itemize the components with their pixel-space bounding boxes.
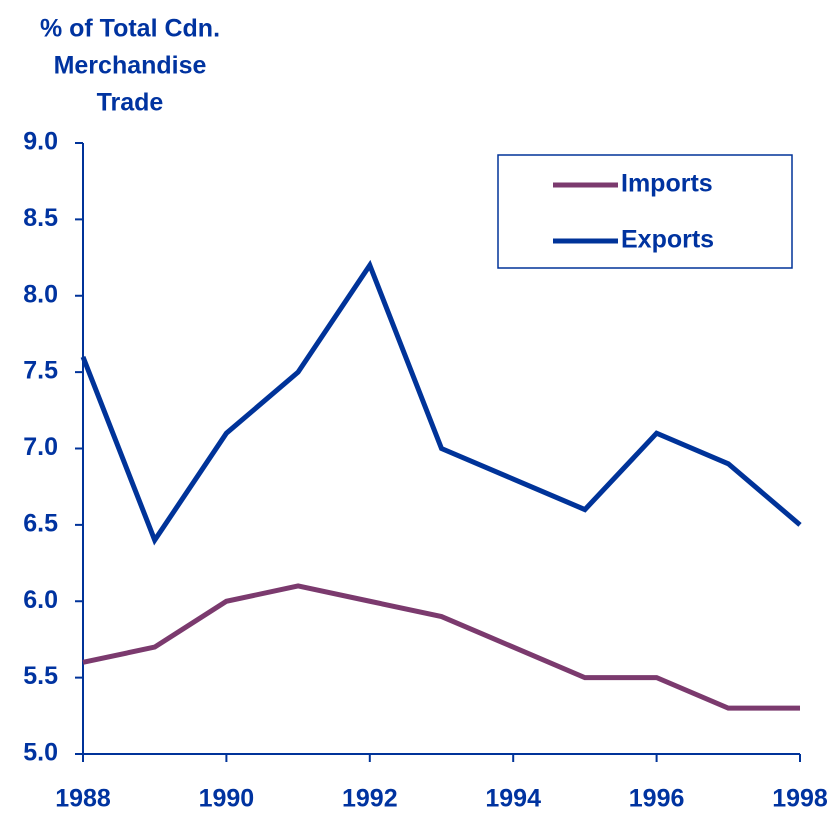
x-tick-label: 1994 <box>485 785 541 813</box>
y-tick-label: 8.5 <box>23 204 58 232</box>
y-tick-label: 6.0 <box>23 586 58 614</box>
y-tick-label: 9.0 <box>23 128 58 156</box>
y-tick-label: 8.0 <box>23 280 58 308</box>
y-axis-label: Trade <box>97 89 164 117</box>
y-axis-label: Merchandise <box>54 52 207 80</box>
x-tick-label: 1988 <box>55 785 111 813</box>
y-tick-label: 5.0 <box>23 739 58 767</box>
x-tick-label: 1990 <box>199 785 255 813</box>
y-tick-label: 7.0 <box>23 433 58 461</box>
x-tick-label: 1992 <box>342 785 398 813</box>
line-series <box>82 583 800 711</box>
legend-label: Exports <box>621 226 714 254</box>
y-tick-label: 5.5 <box>23 662 58 690</box>
legend-box <box>497 154 793 269</box>
x-tick-label: 1998 <box>772 785 828 813</box>
x-tick-label: 1996 <box>629 785 685 813</box>
y-tick-label: 7.5 <box>23 357 58 385</box>
y-axis-label: % of Total Cdn. <box>40 15 220 43</box>
line-series <box>80 259 802 546</box>
y-tick-label: 6.5 <box>23 509 58 537</box>
legend-label: Imports <box>621 170 713 198</box>
